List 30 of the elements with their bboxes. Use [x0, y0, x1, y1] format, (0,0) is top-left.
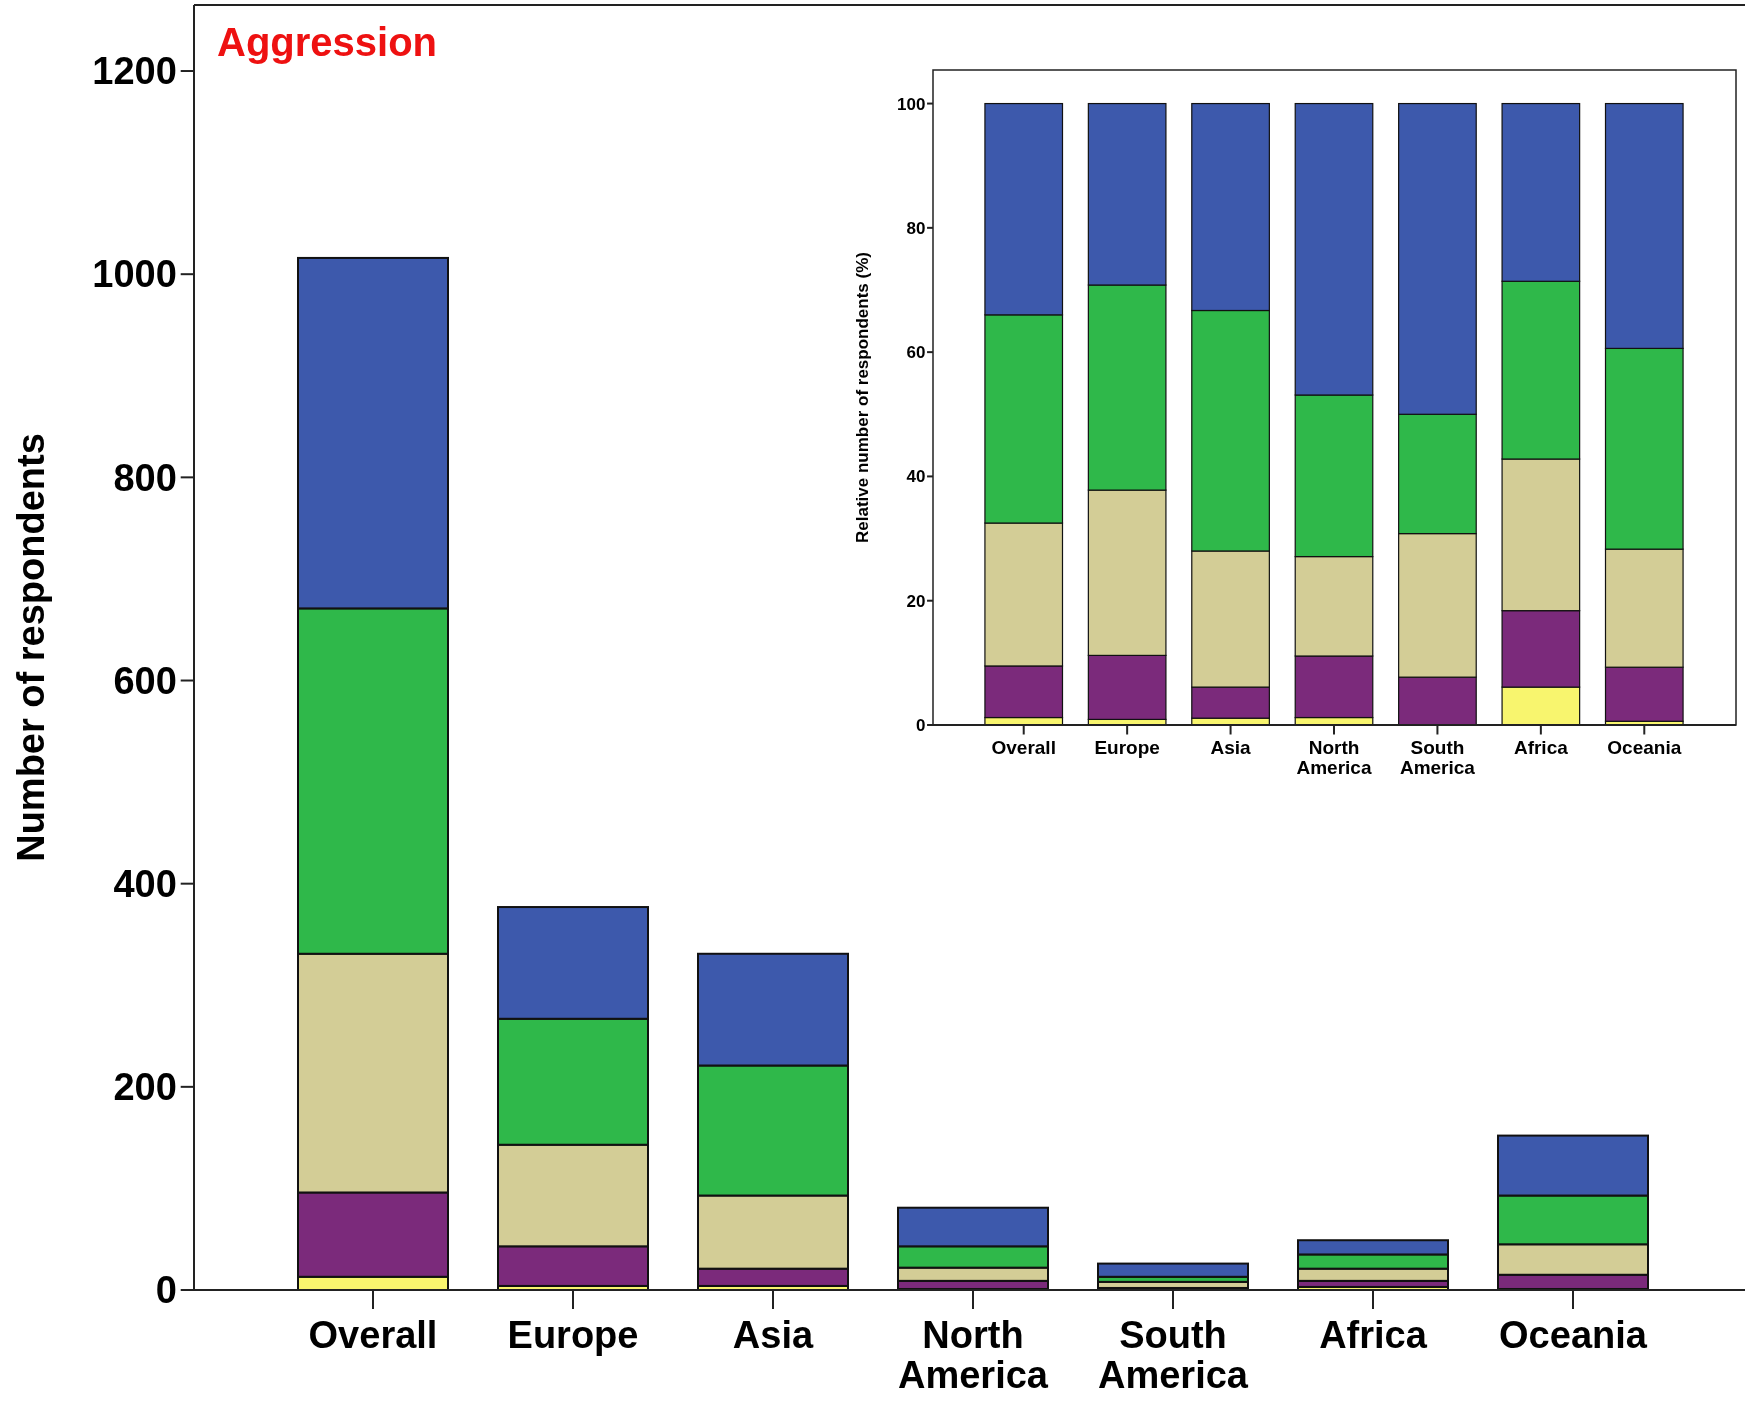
y-tick-label: 800 [113, 456, 177, 499]
x-tick-label: Africa [1319, 1314, 1428, 1356]
x-tick-label: Overall [991, 737, 1056, 758]
x-tick-label: Oceania [1499, 1314, 1648, 1356]
y-tick-label: 400 [113, 862, 177, 905]
y-tick-label: 20 [906, 591, 926, 611]
y-tick-label: 0 [155, 1269, 177, 1312]
y-tick-label: 1000 [92, 253, 177, 296]
y-axis-title: Number of respondents [10, 433, 52, 862]
x-tick-label: Asia [732, 1314, 814, 1356]
x-tick-label: Africa [1513, 737, 1569, 758]
y-tick-label: 200 [113, 1066, 177, 1109]
y-tick-label: 0 [915, 715, 926, 735]
x-tick-label: South America [1098, 1314, 1249, 1396]
x-tick-label: North America [1296, 737, 1372, 778]
x-tick-label: Europe [507, 1314, 639, 1356]
x-tick-label: North America [898, 1314, 1049, 1396]
y-tick-label: 40 [906, 467, 926, 487]
y-tick-label: 1200 [92, 50, 177, 93]
y-tick-label: 80 [906, 218, 926, 238]
x-tick-label: Overall [308, 1314, 438, 1356]
y-tick-label: 60 [906, 343, 926, 363]
x-tick-label: South America [1399, 737, 1476, 778]
y-tick-label: 100 [896, 94, 926, 114]
y-tick-label: 600 [113, 659, 177, 702]
chart-title: Aggression [217, 20, 438, 64]
x-tick-label: Europe [1094, 737, 1160, 758]
y-axis-title: Relative number of respondents (%) [853, 252, 872, 543]
x-tick-label: Oceania [1607, 737, 1682, 758]
x-tick-label: Asia [1210, 737, 1252, 758]
